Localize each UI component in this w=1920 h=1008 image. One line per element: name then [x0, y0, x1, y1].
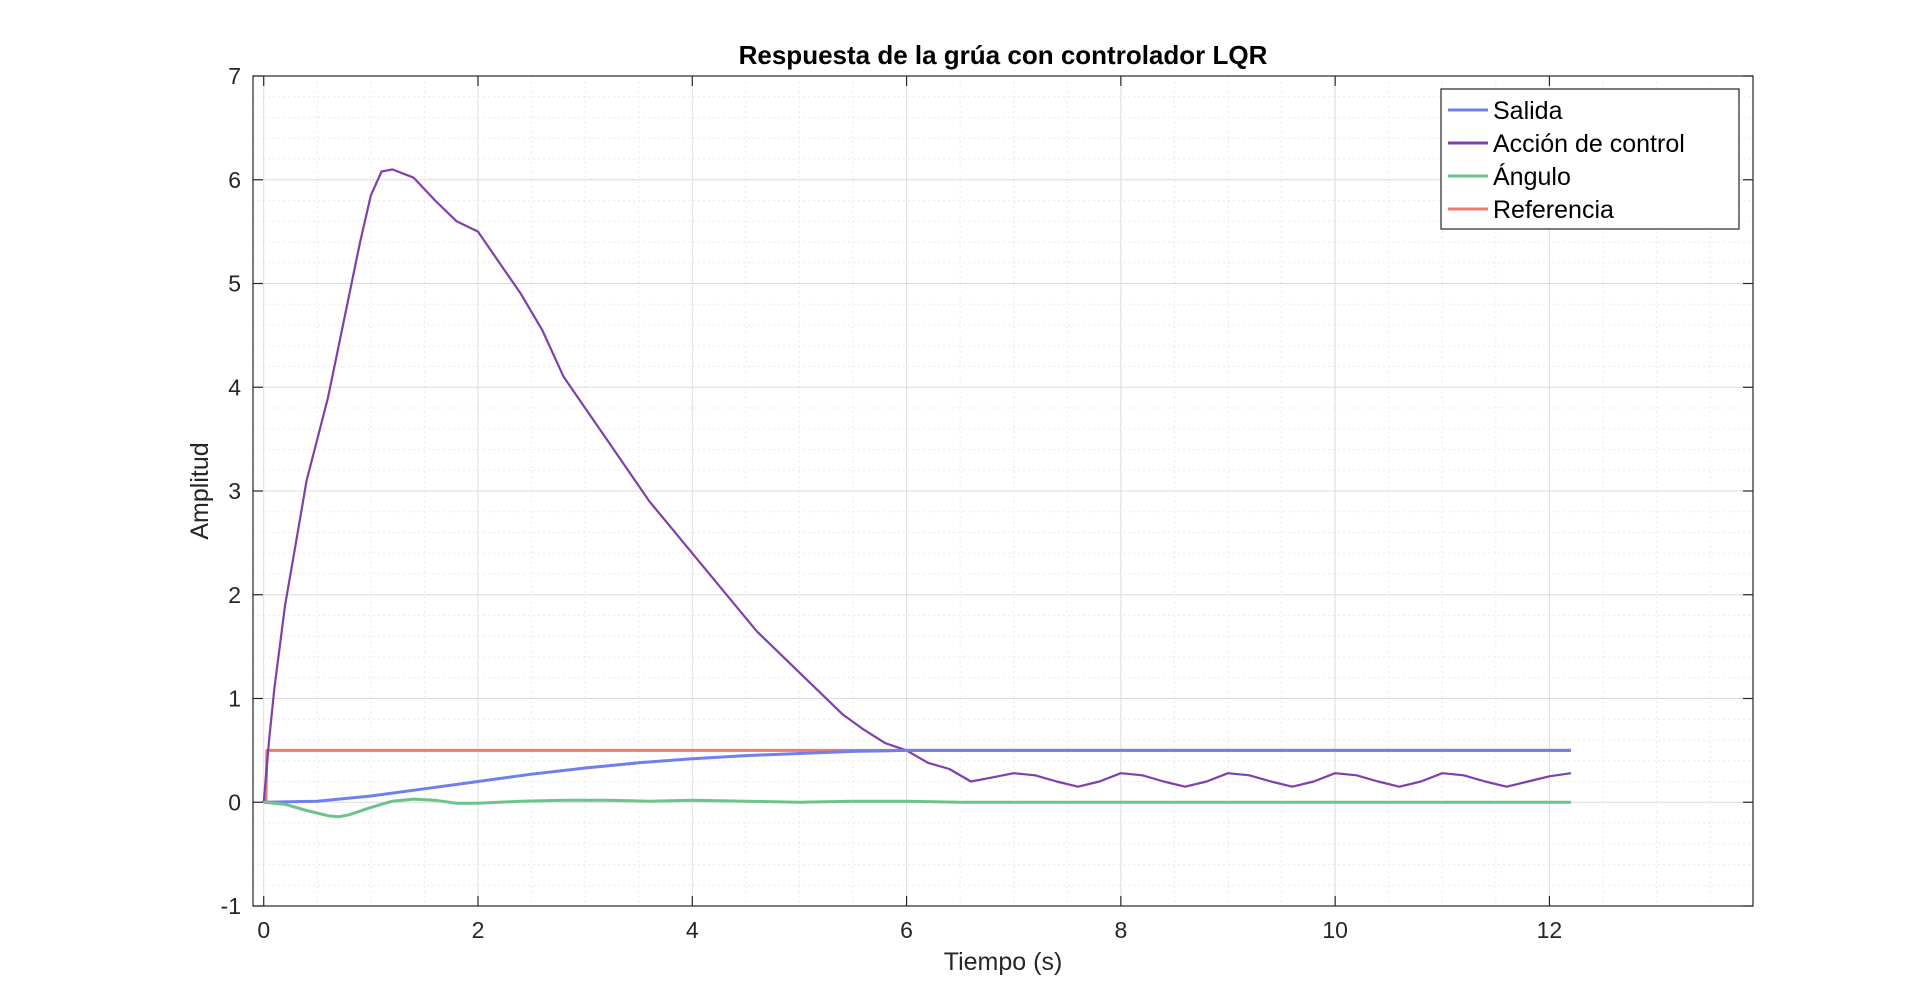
y-axis-label: Amplitud [186, 442, 214, 539]
x-tick-label: 0 [257, 917, 270, 943]
y-tick-label: 2 [228, 582, 241, 608]
series-line-1 [263, 748, 1571, 804]
y-tick-label: 4 [228, 374, 241, 400]
y-tick-label: 6 [228, 167, 241, 193]
legend-label: Referencia [1493, 196, 1614, 224]
legend-label: Acción de control [1493, 130, 1685, 158]
x-tick-label: 8 [1114, 917, 1127, 943]
series-line-3 [263, 797, 1571, 819]
x-tick-label: 12 [1537, 917, 1563, 943]
y-tick-label: 5 [228, 271, 241, 297]
y-tick-label: 1 [228, 686, 241, 712]
legend: Salida Acción de control Ángulo Referencia [1440, 88, 1740, 230]
x-axis-label: Tiempo (s) [944, 948, 1063, 976]
x-tick-label: 2 [472, 917, 485, 943]
series-line-2 [262, 168, 1572, 803]
y-tick-label: 3 [228, 478, 241, 504]
x-tick-label: 10 [1322, 917, 1348, 943]
y-tick-label: 0 [228, 789, 241, 815]
legend-label: Ángulo [1493, 162, 1571, 191]
legend-box [1440, 88, 1740, 230]
ticks [253, 75, 1753, 907]
y-tick-label: -1 [221, 893, 241, 919]
x-tick-labels: 0 2 4 6 8 10 12 [257, 917, 1562, 943]
legend-label: Salida [1493, 97, 1563, 125]
x-tick-label: 4 [686, 917, 699, 943]
y-tick-labels: -1 0 1 2 3 4 5 6 7 [221, 63, 242, 919]
chart-title: Respuesta de la grúa con controlador LQR [739, 40, 1268, 70]
y-tick-label: 7 [228, 63, 241, 89]
x-tick-label: 6 [900, 917, 913, 943]
series-layer [262, 168, 1572, 819]
